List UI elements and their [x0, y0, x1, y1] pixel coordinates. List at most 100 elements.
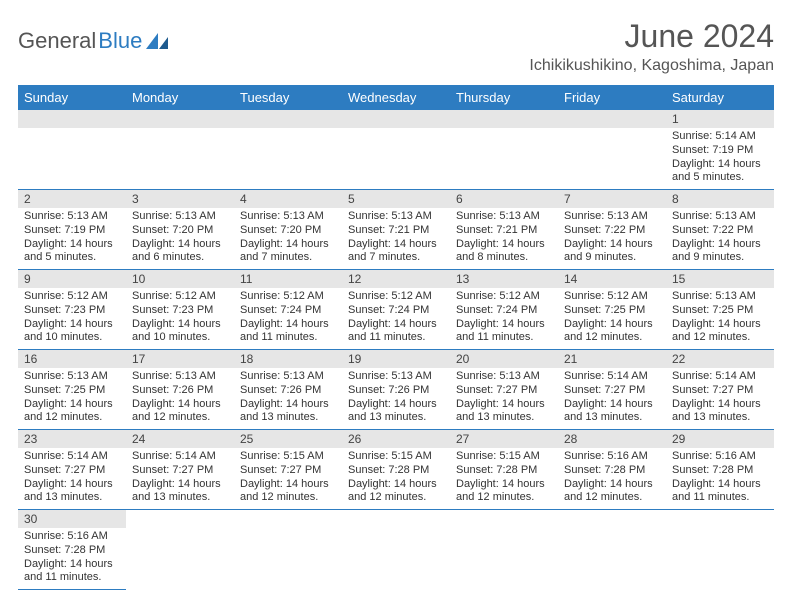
weekday-header: Monday: [126, 85, 234, 110]
day-details: Sunrise: 5:13 AMSunset: 7:20 PMDaylight:…: [126, 208, 234, 269]
day-details: Sunrise: 5:13 AMSunset: 7:22 PMDaylight:…: [666, 208, 774, 269]
day-number: 29: [666, 430, 774, 448]
day-number: 28: [558, 430, 666, 448]
day-details: Sunrise: 5:16 AMSunset: 7:28 PMDaylight:…: [666, 448, 774, 509]
day-number: 13: [450, 270, 558, 288]
day-details: Sunrise: 5:13 AMSunset: 7:26 PMDaylight:…: [234, 368, 342, 429]
day-details: Sunrise: 5:12 AMSunset: 7:24 PMDaylight:…: [342, 288, 450, 349]
day-details: Sunrise: 5:16 AMSunset: 7:28 PMDaylight:…: [558, 448, 666, 509]
day-number: 23: [18, 430, 126, 448]
calendar-cell: 18Sunrise: 5:13 AMSunset: 7:26 PMDayligh…: [234, 350, 342, 430]
day-details: Sunrise: 5:13 AMSunset: 7:26 PMDaylight:…: [342, 368, 450, 429]
logo-text-blue: Blue: [98, 28, 142, 54]
calendar-cell: [126, 110, 234, 190]
calendar-cell: [342, 110, 450, 190]
day-number: 19: [342, 350, 450, 368]
day-details: Sunrise: 5:14 AMSunset: 7:27 PMDaylight:…: [666, 368, 774, 429]
day-details: Sunrise: 5:13 AMSunset: 7:20 PMDaylight:…: [234, 208, 342, 269]
empty-day-bar: [558, 110, 666, 128]
calendar-row: 16Sunrise: 5:13 AMSunset: 7:25 PMDayligh…: [18, 350, 774, 430]
day-number: 9: [18, 270, 126, 288]
calendar-row: 23Sunrise: 5:14 AMSunset: 7:27 PMDayligh…: [18, 430, 774, 510]
day-details: Sunrise: 5:13 AMSunset: 7:21 PMDaylight:…: [450, 208, 558, 269]
weekday-header: Tuesday: [234, 85, 342, 110]
calendar-cell: [450, 510, 558, 590]
calendar-cell: [558, 110, 666, 190]
calendar-cell: [234, 110, 342, 190]
calendar-cell: [234, 510, 342, 590]
calendar-cell: 4Sunrise: 5:13 AMSunset: 7:20 PMDaylight…: [234, 190, 342, 270]
month-title: June 2024: [529, 18, 774, 55]
day-details: Sunrise: 5:13 AMSunset: 7:27 PMDaylight:…: [450, 368, 558, 429]
calendar-cell: 14Sunrise: 5:12 AMSunset: 7:25 PMDayligh…: [558, 270, 666, 350]
calendar-cell: 5Sunrise: 5:13 AMSunset: 7:21 PMDaylight…: [342, 190, 450, 270]
day-details: Sunrise: 5:12 AMSunset: 7:24 PMDaylight:…: [234, 288, 342, 349]
day-details: Sunrise: 5:12 AMSunset: 7:24 PMDaylight:…: [450, 288, 558, 349]
day-number: 11: [234, 270, 342, 288]
empty-day-bar: [18, 110, 126, 128]
day-details: Sunrise: 5:13 AMSunset: 7:21 PMDaylight:…: [342, 208, 450, 269]
day-number: 6: [450, 190, 558, 208]
day-number: 18: [234, 350, 342, 368]
day-details: Sunrise: 5:12 AMSunset: 7:25 PMDaylight:…: [558, 288, 666, 349]
calendar-cell: [342, 510, 450, 590]
calendar-cell: 8Sunrise: 5:13 AMSunset: 7:22 PMDaylight…: [666, 190, 774, 270]
day-details: Sunrise: 5:14 AMSunset: 7:27 PMDaylight:…: [18, 448, 126, 509]
calendar-cell: 20Sunrise: 5:13 AMSunset: 7:27 PMDayligh…: [450, 350, 558, 430]
day-number: 26: [342, 430, 450, 448]
calendar-cell: 2Sunrise: 5:13 AMSunset: 7:19 PMDaylight…: [18, 190, 126, 270]
weekday-header: Saturday: [666, 85, 774, 110]
calendar-cell: [450, 110, 558, 190]
calendar-cell: 19Sunrise: 5:13 AMSunset: 7:26 PMDayligh…: [342, 350, 450, 430]
calendar-row: 30Sunrise: 5:16 AMSunset: 7:28 PMDayligh…: [18, 510, 774, 590]
calendar-cell: 9Sunrise: 5:12 AMSunset: 7:23 PMDaylight…: [18, 270, 126, 350]
day-number: 22: [666, 350, 774, 368]
calendar-cell: [558, 510, 666, 590]
calendar-cell: 15Sunrise: 5:13 AMSunset: 7:25 PMDayligh…: [666, 270, 774, 350]
title-block: June 2024 Ichikikushikino, Kagoshima, Ja…: [529, 18, 774, 75]
calendar-cell: 10Sunrise: 5:12 AMSunset: 7:23 PMDayligh…: [126, 270, 234, 350]
calendar-cell: 3Sunrise: 5:13 AMSunset: 7:20 PMDaylight…: [126, 190, 234, 270]
day-details: Sunrise: 5:12 AMSunset: 7:23 PMDaylight:…: [126, 288, 234, 349]
day-number: 21: [558, 350, 666, 368]
calendar-cell: 13Sunrise: 5:12 AMSunset: 7:24 PMDayligh…: [450, 270, 558, 350]
weekday-header: Friday: [558, 85, 666, 110]
day-details: Sunrise: 5:13 AMSunset: 7:25 PMDaylight:…: [18, 368, 126, 429]
day-number: 1: [666, 110, 774, 128]
day-number: 30: [18, 510, 126, 528]
day-number: 3: [126, 190, 234, 208]
calendar-cell: 29Sunrise: 5:16 AMSunset: 7:28 PMDayligh…: [666, 430, 774, 510]
weekday-header: Thursday: [450, 85, 558, 110]
calendar-cell: [126, 510, 234, 590]
calendar-cell: 11Sunrise: 5:12 AMSunset: 7:24 PMDayligh…: [234, 270, 342, 350]
day-number: 15: [666, 270, 774, 288]
calendar-cell: 25Sunrise: 5:15 AMSunset: 7:27 PMDayligh…: [234, 430, 342, 510]
day-details: Sunrise: 5:15 AMSunset: 7:28 PMDaylight:…: [450, 448, 558, 509]
calendar-cell: 26Sunrise: 5:15 AMSunset: 7:28 PMDayligh…: [342, 430, 450, 510]
day-details: Sunrise: 5:13 AMSunset: 7:19 PMDaylight:…: [18, 208, 126, 269]
calendar-cell: [666, 510, 774, 590]
weekday-header-row: SundayMondayTuesdayWednesdayThursdayFrid…: [18, 85, 774, 110]
day-number: 17: [126, 350, 234, 368]
weekday-header: Wednesday: [342, 85, 450, 110]
day-details: Sunrise: 5:15 AMSunset: 7:27 PMDaylight:…: [234, 448, 342, 509]
calendar-cell: 17Sunrise: 5:13 AMSunset: 7:26 PMDayligh…: [126, 350, 234, 430]
empty-day-bar: [450, 110, 558, 128]
calendar-table: SundayMondayTuesdayWednesdayThursdayFrid…: [18, 85, 774, 590]
calendar-cell: 1Sunrise: 5:14 AMSunset: 7:19 PMDaylight…: [666, 110, 774, 190]
empty-day-bar: [234, 110, 342, 128]
day-number: 2: [18, 190, 126, 208]
calendar-row: 9Sunrise: 5:12 AMSunset: 7:23 PMDaylight…: [18, 270, 774, 350]
weekday-header: Sunday: [18, 85, 126, 110]
day-details: Sunrise: 5:13 AMSunset: 7:25 PMDaylight:…: [666, 288, 774, 349]
day-details: Sunrise: 5:13 AMSunset: 7:26 PMDaylight:…: [126, 368, 234, 429]
day-details: Sunrise: 5:13 AMSunset: 7:22 PMDaylight:…: [558, 208, 666, 269]
logo-text-general: General: [18, 28, 96, 54]
logo-sail-icon: [146, 33, 168, 49]
calendar-cell: 30Sunrise: 5:16 AMSunset: 7:28 PMDayligh…: [18, 510, 126, 590]
calendar-cell: 24Sunrise: 5:14 AMSunset: 7:27 PMDayligh…: [126, 430, 234, 510]
day-number: 7: [558, 190, 666, 208]
calendar-cell: 7Sunrise: 5:13 AMSunset: 7:22 PMDaylight…: [558, 190, 666, 270]
day-number: 10: [126, 270, 234, 288]
empty-day-bar: [126, 110, 234, 128]
